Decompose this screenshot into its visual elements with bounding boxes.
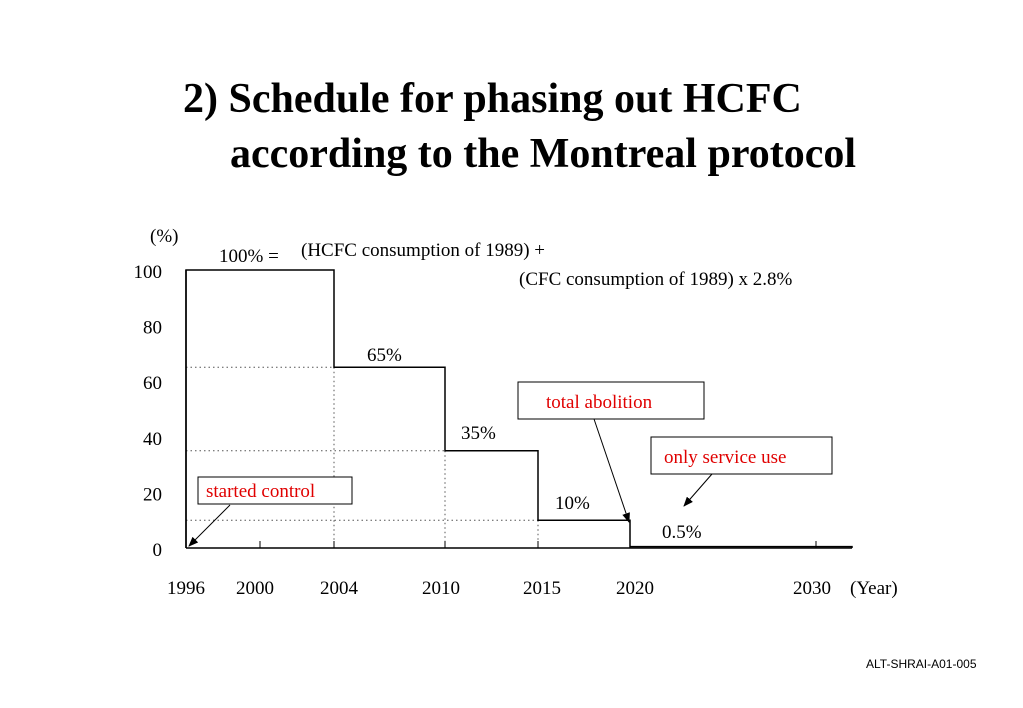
started-control-callout-box (197, 476, 353, 505)
slide-title-line-1: 2) Schedule for phasing out HCFC (183, 76, 802, 122)
only-service-use-callout-text: only service use (664, 447, 786, 468)
footer-code: ALT-SHRAI-A01-005 (866, 657, 977, 671)
reference-grid-lines (186, 366, 539, 548)
x-tick-label: 1996 (167, 578, 205, 599)
definition-line-1: (HCFC consumption of 1989) + (301, 240, 545, 261)
x-tick-label: 2015 (523, 578, 561, 599)
started-control-callout-arrow (188, 504, 231, 547)
x-tick-label: 2030 (793, 578, 831, 599)
data-label-2004: 65% (367, 345, 402, 366)
data-label-2020: 0.5% (662, 522, 702, 543)
y-tick-label: 40 (143, 429, 162, 450)
slide-title-line-2: according to the Montreal protocol (230, 131, 857, 177)
y-tick-label: 0 (153, 540, 163, 561)
total-abolition-callout-arrow (593, 418, 630, 523)
y-tick-label: 80 (143, 318, 162, 339)
step-line-series (185, 269, 853, 548)
only-service-use-callout-arrow (683, 473, 713, 507)
started-control-callout-text: started control (206, 481, 315, 502)
x-tick-label: 2020 (616, 578, 654, 599)
data-label-2010: 35% (461, 423, 496, 444)
only-service-use-callout-box (650, 436, 833, 475)
total-abolition-callout-box (517, 381, 705, 420)
y-unit-label: (%) (150, 226, 178, 247)
x-tick-label: 2010 (422, 578, 460, 599)
x-tick-label: 2000 (236, 578, 274, 599)
data-label-2015: 10% (555, 493, 590, 514)
x-unit-label: (Year) (850, 578, 898, 599)
y-tick-label: 60 (143, 373, 162, 394)
definition-prefix: 100% = (219, 246, 279, 267)
total-abolition-callout-text: total abolition (546, 392, 653, 413)
definition-line-2: (CFC consumption of 1989) x 2.8% (519, 269, 793, 290)
y-tick-label: 20 (143, 484, 162, 505)
y-tick-label: 100 (134, 262, 163, 283)
x-tick-label: 2004 (320, 578, 359, 599)
